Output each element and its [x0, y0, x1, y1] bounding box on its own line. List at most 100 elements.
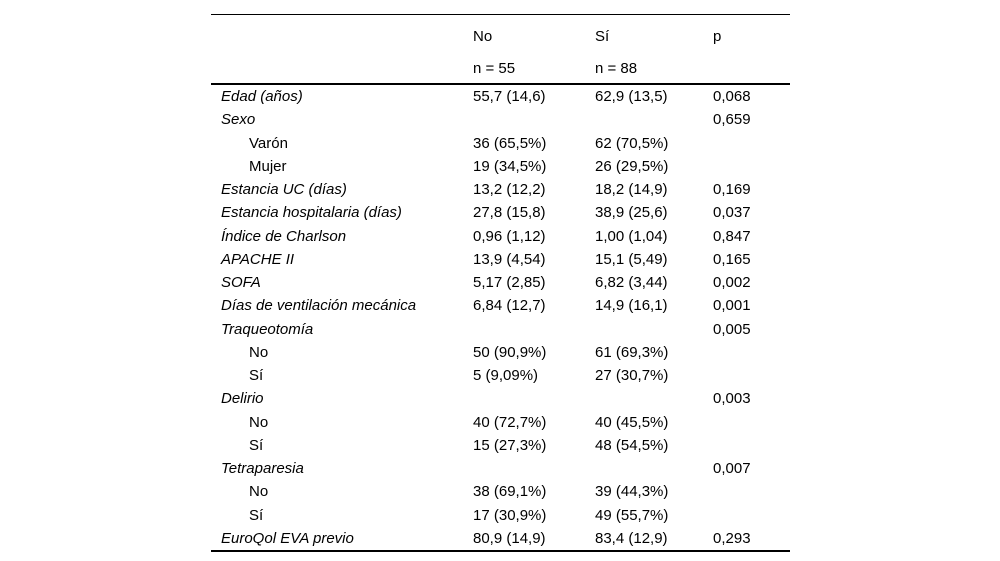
table-row: Delirio 0,003	[211, 387, 790, 410]
cell-p: 0,847	[713, 227, 751, 245]
cell-no: 13,9 (4,54)	[473, 250, 546, 268]
row-label: Días de ventilación mecánica	[221, 297, 417, 315]
header-group-no: No	[473, 27, 493, 45]
cell-no: 6,84 (12,7)	[473, 297, 546, 315]
cell-no: 80,9 (14,9)	[473, 529, 546, 547]
cell-si: 61 (69,3%)	[595, 343, 669, 361]
header-row-n: n = 55 n = 88	[211, 53, 790, 85]
row-label: No	[249, 413, 269, 431]
table-row: Estancia UC (días) 13,2 (12,2) 18,2 (14,9)…	[211, 178, 790, 201]
cell-si	[595, 387, 713, 410]
table-row: No 38 (69,1%) 39 (44,3%)	[211, 480, 790, 503]
table-header: No Sí p n = 55 n = 88	[211, 15, 790, 85]
table-row: Varón 36 (65,5%) 62 (70,5%)	[211, 132, 790, 155]
row-label: No	[249, 343, 269, 361]
cell-no: 13,2 (12,2)	[473, 181, 546, 198]
cell-p	[713, 341, 790, 364]
cell-si: 18,2 (14,9)	[595, 181, 668, 198]
table-row: Traqueotomía 0,005	[211, 318, 790, 341]
table-row: Sí 17 (30,9%) 49 (55,7%)	[211, 504, 790, 527]
cell-no	[473, 387, 595, 410]
cell-p: 0,003	[713, 390, 751, 408]
cell-no	[473, 108, 595, 131]
row-label: Sexo	[221, 111, 256, 129]
table-body: Edad (años) 55,7 (14,6) 62,9 (13,5) 0,068 Se…	[211, 84, 790, 551]
row-label: Traqueotomía	[221, 320, 314, 338]
cell-no: 36 (65,5%)	[473, 134, 547, 152]
cell-p: 0,007	[713, 460, 751, 477]
row-label: Mujer	[249, 157, 287, 175]
cell-no: 38 (69,1%)	[473, 483, 547, 501]
cell-si: 15,1 (5,49)	[595, 250, 668, 268]
cell-no	[473, 318, 595, 341]
header-p: p	[713, 27, 722, 45]
cell-no: 5 (9,09%)	[473, 367, 539, 384]
cell-no	[473, 457, 595, 480]
header-empty-cell	[211, 15, 473, 54]
row-label: Edad (años)	[221, 88, 303, 105]
table-row: Estancia hospitalaria (días) 27,8 (15,8) 3…	[211, 201, 790, 224]
row-label: Sí	[249, 367, 264, 384]
header-group-si: Sí	[595, 27, 610, 45]
table-row: No 40 (72,7%) 40 (45,5%)	[211, 411, 790, 434]
table-row: SOFA 5,17 (2,85) 6,82 (3,44) 0,002	[211, 271, 790, 294]
table-row: Días de ventilación mecánica 6,84 (12,7) 1…	[211, 294, 790, 317]
cell-si: 14,9 (16,1)	[595, 297, 668, 315]
table-row: Edad (años) 55,7 (14,6) 62,9 (13,5) 0,068	[211, 84, 790, 108]
row-label: Varón	[249, 134, 288, 152]
cell-no: 50 (90,9%)	[473, 343, 547, 361]
cell-si: 40 (45,5%)	[595, 413, 669, 431]
row-label: Delirio	[221, 390, 264, 408]
row-label: Tetraparesia	[221, 460, 304, 477]
cell-no: 40 (72,7%)	[473, 413, 547, 431]
cell-no: 19 (34,5%)	[473, 157, 547, 175]
cell-si	[595, 108, 713, 131]
header-empty-cell	[713, 53, 790, 85]
table-row: Sí 15 (27,3%) 48 (54,5%)	[211, 434, 790, 457]
cell-si: 27 (30,7%)	[595, 367, 669, 384]
row-label: EuroQol EVA previo	[221, 529, 354, 547]
cell-p: 0,001	[713, 297, 751, 315]
cell-no: 15 (27,3%)	[473, 436, 547, 454]
header-empty-cell	[211, 53, 473, 85]
cell-si: 6,82 (3,44)	[595, 274, 668, 291]
header-row-groups: No Sí p	[211, 15, 790, 54]
cell-p	[713, 155, 790, 178]
cell-si: 62 (70,5%)	[595, 134, 669, 152]
row-label: Estancia UC (días)	[221, 181, 347, 198]
cell-p	[713, 504, 790, 527]
table-row: Índice de Charlson 0,96 (1,12) 1,00 (1,04)…	[211, 225, 790, 248]
cell-no: 27,8 (15,8)	[473, 204, 546, 222]
table-row: APACHE II 13,9 (4,54) 15,1 (5,49) 0,165	[211, 248, 790, 271]
cell-si: 26 (29,5%)	[595, 157, 669, 175]
cell-si	[595, 457, 713, 480]
cell-si	[595, 318, 713, 341]
row-label: Sí	[249, 506, 264, 524]
row-label: No	[249, 483, 269, 501]
cell-si: 62,9 (13,5)	[595, 88, 668, 105]
cell-no: 55,7 (14,6)	[473, 88, 546, 105]
row-label: APACHE II	[221, 250, 295, 268]
cell-p	[713, 480, 790, 503]
cell-p: 0,002	[713, 274, 751, 291]
cell-p	[713, 132, 790, 155]
cell-si: 39 (44,3%)	[595, 483, 669, 501]
table-row: Sí 5 (9,09%) 27 (30,7%)	[211, 364, 790, 387]
cell-si: 1,00 (1,04)	[595, 227, 668, 245]
cell-si: 83,4 (12,9)	[595, 529, 668, 547]
table-row: Tetraparesia 0,007	[211, 457, 790, 480]
cell-p: 0,165	[713, 250, 751, 268]
row-label: SOFA	[221, 274, 261, 291]
cell-p	[713, 434, 790, 457]
header-group-si-n: n = 88	[595, 53, 713, 85]
table-row: Sexo 0,659	[211, 108, 790, 131]
cell-no: 5,17 (2,85)	[473, 274, 546, 291]
cell-p: 0,169	[713, 181, 751, 198]
cell-p: 0,293	[713, 529, 751, 547]
cell-p: 0,068	[713, 88, 751, 105]
row-label: Sí	[249, 436, 264, 454]
cell-p	[713, 364, 790, 387]
cell-no: 17 (30,9%)	[473, 506, 547, 524]
table-row: EuroQol EVA previo 80,9 (14,9) 83,4 (12,9)…	[211, 527, 790, 551]
